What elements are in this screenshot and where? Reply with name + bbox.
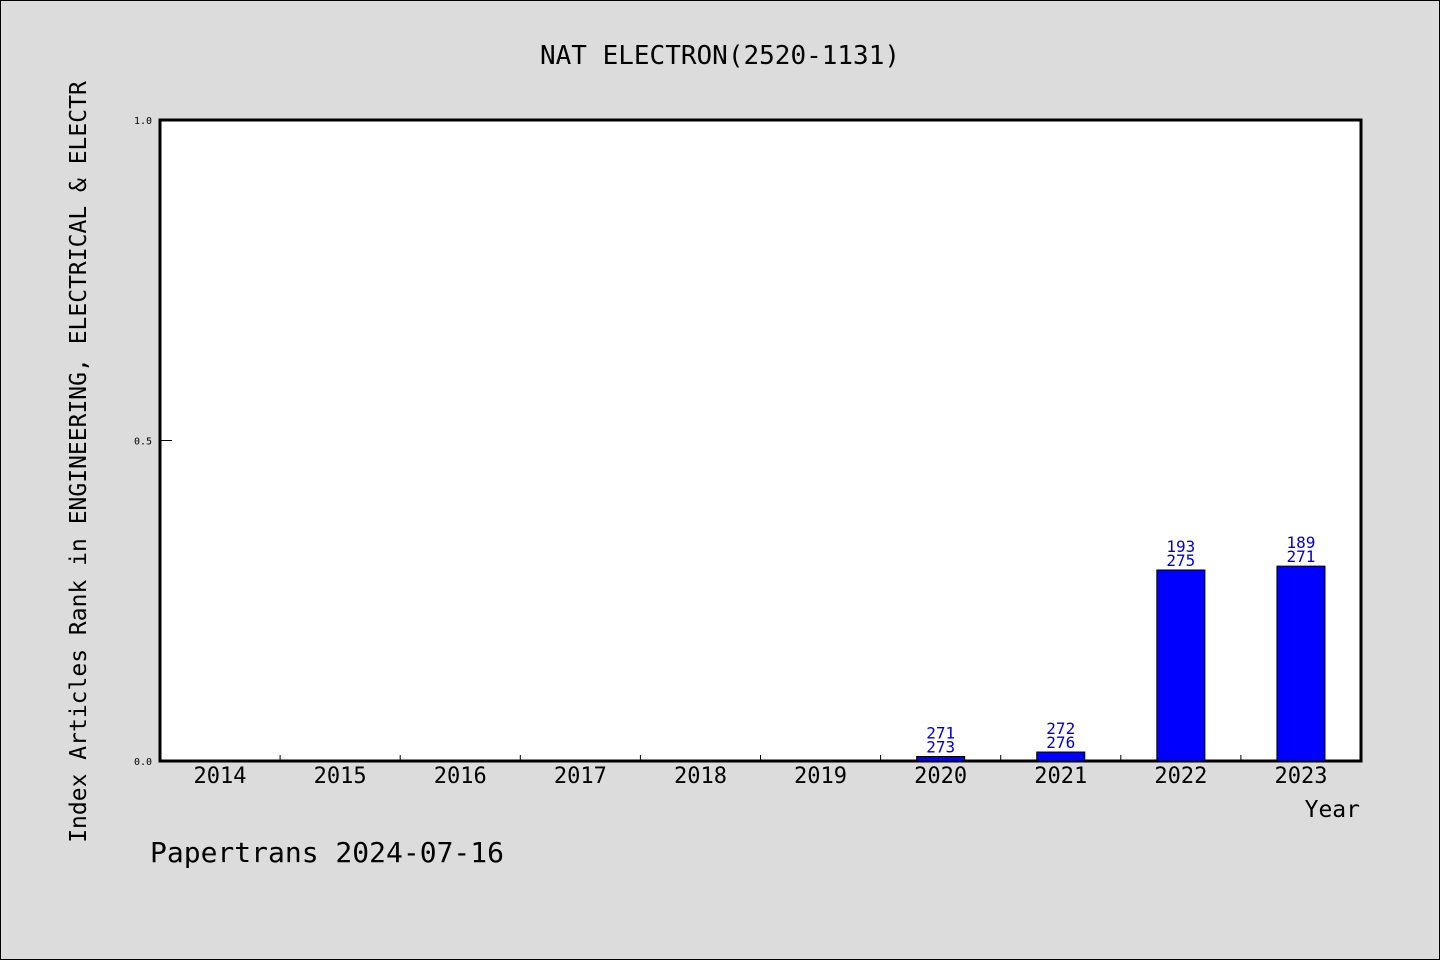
bar-data-label: 271: [926, 724, 955, 743]
bar-data-label: 271: [1286, 547, 1315, 566]
y-axis-ticks: 0.0 0.5 1.0: [134, 116, 172, 768]
bar-data-label: 189: [1286, 533, 1315, 552]
bar-data-label: 275: [1166, 551, 1195, 570]
bar-data-label: 193: [1166, 537, 1195, 556]
x-tick-label: 2020: [914, 764, 967, 789]
x-tick-label: 2014: [194, 764, 247, 789]
x-axis-label: Year: [1305, 797, 1360, 823]
x-tick-label: 2021: [1034, 764, 1087, 789]
x-tick-label: 2022: [1154, 764, 1207, 789]
x-tick-label: 2017: [554, 764, 607, 789]
bar-data-label: 273: [926, 738, 955, 757]
x-tick-label: 2018: [674, 764, 727, 789]
bar: [1156, 569, 1206, 762]
x-tick-label: 2016: [434, 764, 487, 789]
bar: [1276, 565, 1326, 762]
bar-data-label: 272: [1046, 719, 1075, 738]
bar: [1036, 751, 1086, 762]
y-tick-label: 0.5: [134, 437, 152, 448]
chart-title: NAT ELECTRON(2520-1131): [540, 41, 900, 71]
x-tick-label: 2015: [314, 764, 367, 789]
bar-data-label: 276: [1046, 733, 1075, 752]
y-axis-label: Index Articles Rank in ENGINEERING, ELEC…: [66, 81, 92, 843]
bars-layer: [916, 565, 1326, 762]
x-tick-label: 2023: [1274, 764, 1327, 789]
bar: [916, 756, 966, 762]
x-tick-label: 2019: [794, 764, 847, 789]
y-tick-label: 1.0: [134, 116, 152, 127]
footer-credit: Papertrans 2024-07-16: [150, 836, 504, 869]
y-tick-label: 0.0: [134, 757, 152, 768]
x-axis-ticks: 2014 2015 2016 2017 2018 2019 2020 2021 2022 2023: [194, 755, 1327, 789]
